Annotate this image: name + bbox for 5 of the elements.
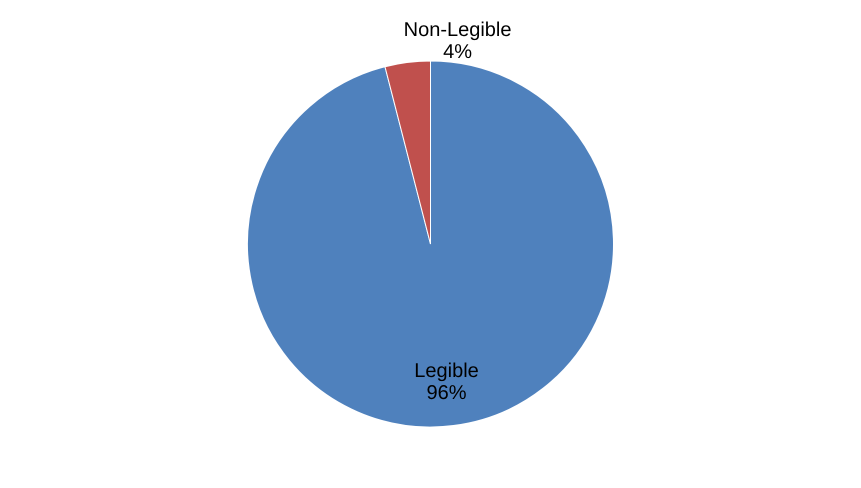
slice-label: Legible (414, 360, 479, 382)
pie-slice (247, 60, 614, 428)
slice-label: Non-Legible (404, 18, 512, 41)
data-label: 4% (443, 40, 472, 63)
data-label: 96% (426, 382, 467, 404)
